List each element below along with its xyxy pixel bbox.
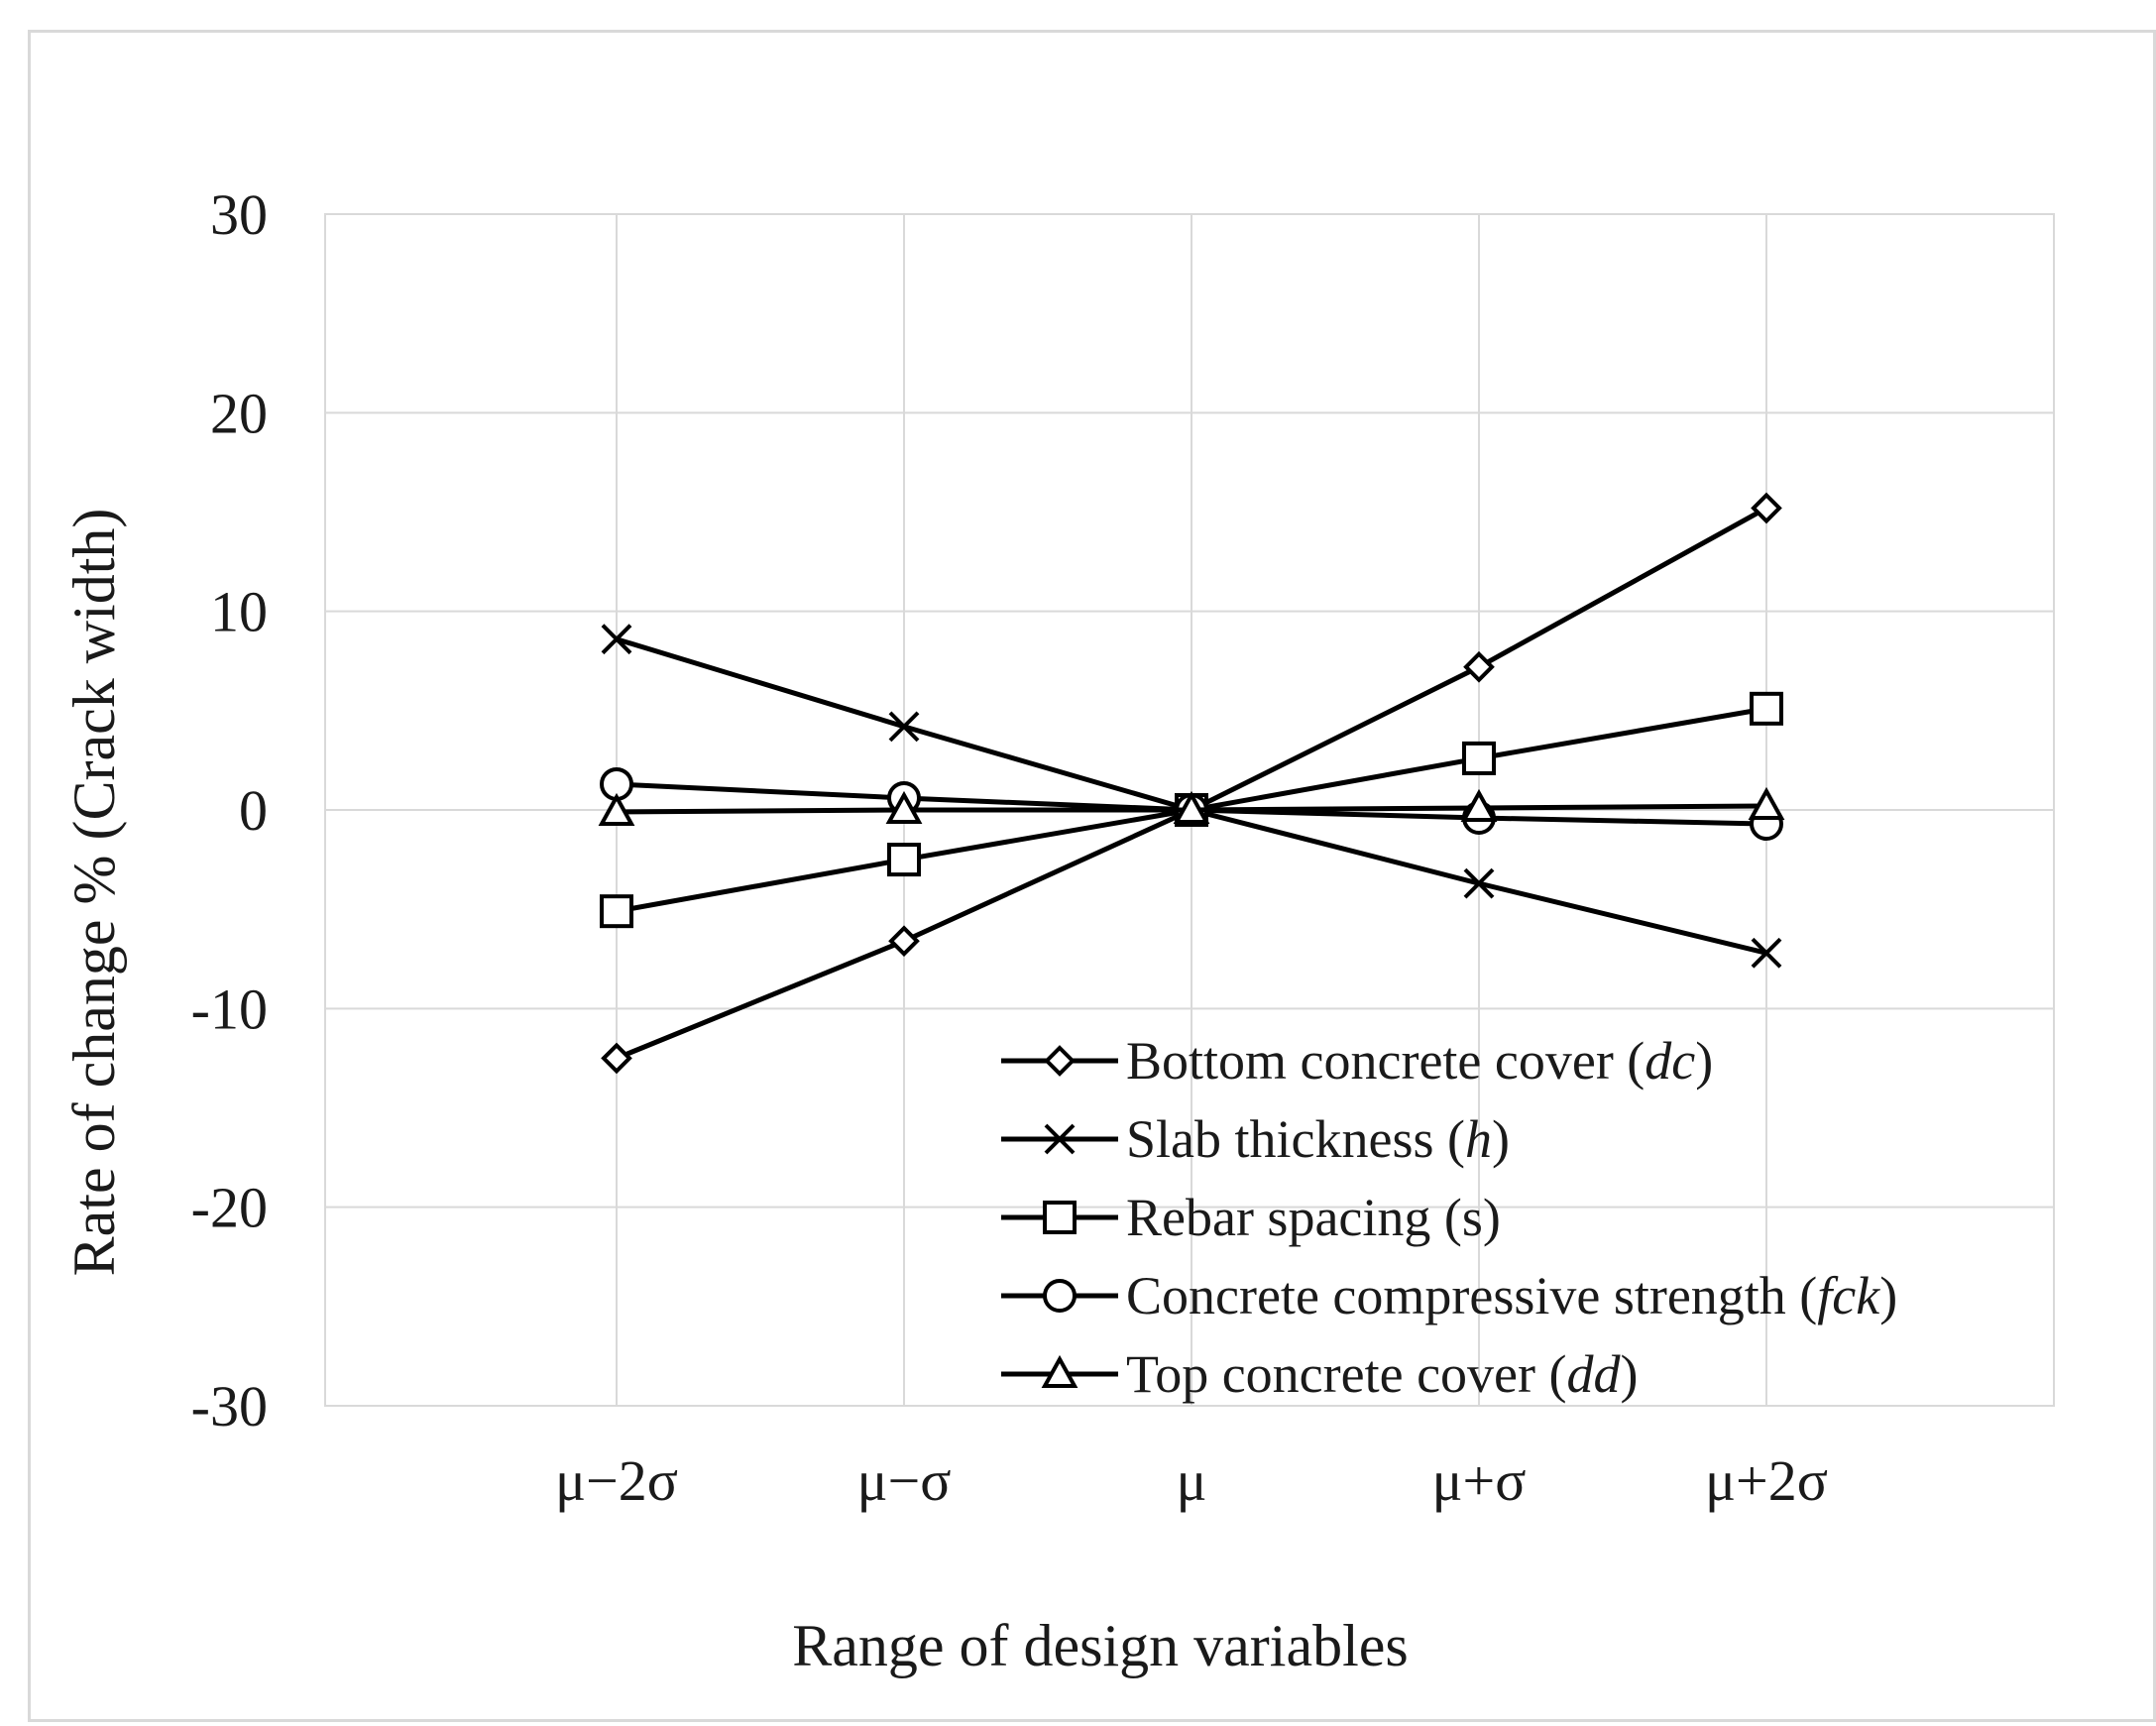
legend: Bottom concrete cover (dc) Slab thickness… bbox=[1001, 1031, 1897, 1404]
data-point bbox=[1460, 788, 1498, 822]
legend-marker bbox=[1043, 1279, 1077, 1313]
y-axis-title: Rate of change % (Crack width) bbox=[61, 509, 127, 1277]
legend-marker bbox=[1043, 1201, 1077, 1234]
legend-entry: Slab thickness (h) bbox=[1001, 1109, 1510, 1169]
legend-entry: Concrete compressive strength (fck) bbox=[1001, 1266, 1897, 1325]
legend-marker bbox=[1044, 1045, 1076, 1077]
series-group bbox=[598, 492, 1785, 1075]
x-tick-label: μ+σ bbox=[1431, 1448, 1526, 1513]
y-tick-label: 10 bbox=[210, 580, 268, 644]
x-axis-title: Range of design variables bbox=[792, 1613, 1408, 1678]
data-point bbox=[600, 894, 633, 929]
legend-entry: Rebar spacing (s) bbox=[1001, 1188, 1501, 1247]
data-point bbox=[1751, 492, 1782, 524]
legend-label: Concrete compressive strength (fck) bbox=[1126, 1266, 1897, 1325]
y-tick-label: -30 bbox=[191, 1374, 268, 1438]
y-tick-label: 0 bbox=[239, 778, 268, 843]
legend-label: Top concrete cover (dd) bbox=[1126, 1344, 1638, 1404]
data-point bbox=[887, 843, 921, 877]
data-point bbox=[885, 790, 923, 824]
x-tick-label: μ−2σ bbox=[555, 1448, 678, 1513]
data-point bbox=[888, 711, 920, 743]
x-tick-label: μ−σ bbox=[856, 1448, 951, 1513]
chart-frame bbox=[28, 30, 2156, 1722]
x-tick-label: μ bbox=[1176, 1448, 1206, 1513]
data-point bbox=[1463, 867, 1495, 899]
data-point bbox=[1463, 650, 1495, 683]
grid bbox=[324, 213, 2055, 1407]
legend-label: Bottom concrete cover (dc) bbox=[1126, 1031, 1713, 1091]
y-tick-label: 30 bbox=[210, 182, 268, 247]
axis-ticks: 30 20 10 0 -10 -20 -30 μ−2σ μ−σ μ μ+σ μ+2σ bbox=[191, 182, 1828, 1513]
x-tick-label: μ+2σ bbox=[1705, 1448, 1828, 1513]
legend-marker bbox=[1044, 1123, 1076, 1155]
y-tick-label: -20 bbox=[191, 1176, 268, 1240]
data-point bbox=[601, 1042, 632, 1075]
legend-label: Rebar spacing (s) bbox=[1126, 1188, 1501, 1247]
data-point bbox=[598, 792, 635, 827]
data-point bbox=[1748, 786, 1785, 820]
y-tick-label: -10 bbox=[191, 977, 268, 1041]
legend-entry: Bottom concrete cover (dc) bbox=[1001, 1031, 1713, 1091]
y-tick-label: 20 bbox=[210, 381, 268, 445]
data-point bbox=[888, 925, 920, 958]
legend-label: Slab thickness (h) bbox=[1126, 1109, 1510, 1169]
data-point bbox=[1462, 741, 1496, 775]
data-point bbox=[1173, 790, 1210, 824]
data-point bbox=[1751, 937, 1782, 969]
data-point bbox=[601, 624, 632, 655]
legend-entry: Top concrete cover (dd) bbox=[1001, 1344, 1638, 1404]
series-triangle bbox=[598, 786, 1785, 827]
data-point bbox=[1750, 691, 1783, 726]
legend-marker bbox=[1041, 1354, 1078, 1388]
